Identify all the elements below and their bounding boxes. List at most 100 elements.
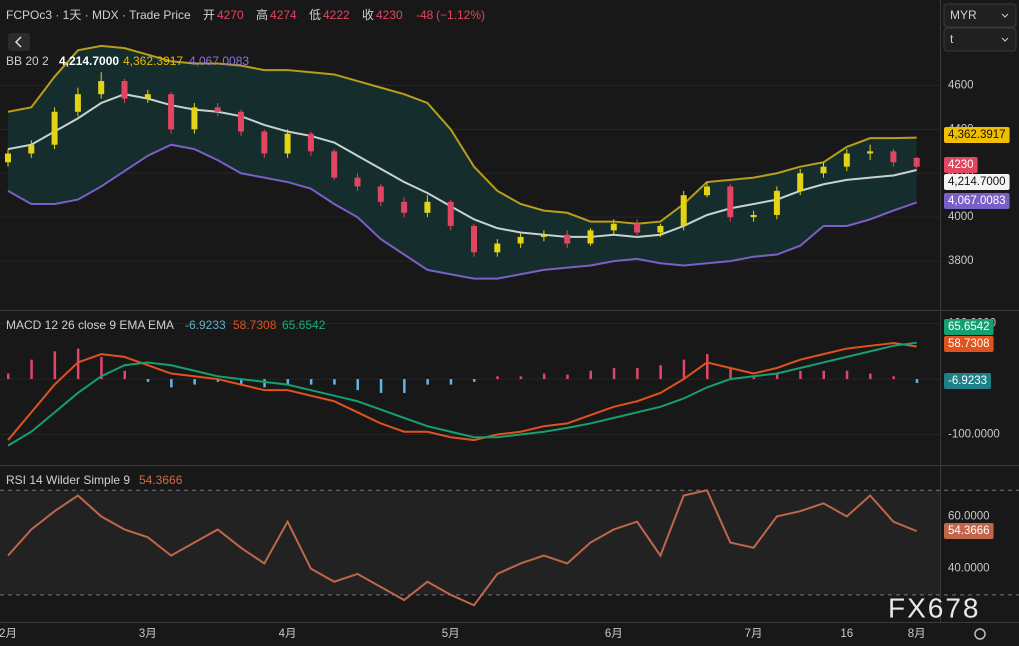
unit: t [950, 32, 954, 46]
candle-body [284, 133, 291, 154]
candle-body [261, 131, 268, 154]
candle-body [331, 151, 338, 178]
candle-body [121, 81, 128, 99]
price-tag-label: 65.6542 [948, 321, 990, 333]
histogram-bar [659, 365, 662, 380]
price-tag-label: -6.9233 [948, 375, 987, 387]
candle-body [564, 234, 571, 244]
currency: MYR [950, 8, 977, 22]
candle-body [191, 107, 198, 130]
histogram-bar [379, 379, 383, 393]
x-tick-label: 5月 [442, 628, 460, 640]
macd-hist-value: -6.9233 [185, 318, 226, 332]
price-tag-label: 54.3666 [948, 525, 990, 537]
unit-select[interactable] [943, 27, 1017, 52]
histogram-bar [449, 379, 453, 385]
candle-body [913, 157, 920, 167]
high-value: 4274 [270, 8, 297, 22]
candle-body [307, 133, 314, 152]
candle-body [28, 144, 35, 154]
candle-body [587, 230, 594, 244]
histogram-bar [7, 373, 10, 380]
candle-body [5, 153, 11, 163]
histogram-bar [53, 351, 57, 380]
high-label: 高 [256, 7, 268, 22]
x-tick-label: 3月 [139, 628, 157, 640]
open-value: 4270 [217, 8, 244, 22]
rsi-line [7, 489, 918, 607]
band-line [7, 143, 918, 280]
price-tag-label: 4230 [948, 159, 974, 171]
candle-body [494, 243, 501, 253]
candle-body [424, 201, 431, 213]
watermark: FX678 [888, 592, 981, 623]
candle-body [144, 94, 151, 99]
histogram-bar [542, 373, 546, 380]
currency-select[interactable] [943, 3, 1017, 28]
x-tick-label: 16 [840, 628, 853, 640]
histogram-bar [286, 379, 290, 385]
candle-body [238, 111, 244, 132]
price-tag-label: 4,214.7000 [948, 176, 1006, 188]
bb-mid-value: 4,214.7000 [59, 54, 119, 68]
histogram-bar [426, 379, 429, 385]
rsi-title: RSI 14 Wilder Simple 9 [6, 473, 130, 487]
histogram-bar [682, 359, 686, 380]
candle-body [447, 201, 454, 226]
histogram-bar [706, 354, 709, 380]
candle-body [74, 94, 81, 112]
histogram-bar [333, 379, 336, 385]
histogram-bar [193, 379, 196, 385]
histogram-bar [216, 379, 220, 382]
candle-body [377, 186, 384, 202]
collapse-button[interactable] [8, 33, 30, 51]
histogram-bar [636, 367, 639, 380]
x-tick-label: 7月 [745, 628, 763, 640]
x-tick-label: 6月 [605, 628, 623, 640]
histogram-bar [519, 376, 523, 380]
histogram-bar [845, 370, 849, 380]
candle-body [540, 234, 547, 237]
signal-value: 65.6542 [282, 318, 326, 332]
candle-body [820, 166, 827, 174]
histogram-bar [403, 379, 406, 393]
candle-body [517, 236, 524, 244]
histogram-bar [612, 367, 616, 380]
price-tag [944, 193, 1010, 209]
histogram-bar [170, 379, 173, 388]
macd-line [7, 341, 917, 447]
x-tick-label: 8月 [908, 628, 926, 640]
macd-value: 58.7308 [233, 318, 277, 332]
y-tick-label: -100.0000 [948, 429, 1000, 441]
bb-lower-value: 4,067.0083 [189, 54, 249, 68]
candle-body [750, 214, 757, 218]
histogram-bar [356, 379, 359, 391]
change-value: -48 [416, 8, 434, 22]
y-tick-label: 3800 [948, 255, 974, 267]
histogram-bar [496, 376, 499, 380]
histogram-bar [100, 356, 103, 380]
band-fill [8, 45, 917, 279]
band-line [7, 44, 917, 225]
x-tick-label: 4月 [279, 628, 297, 640]
candle-body [657, 225, 664, 233]
candle-body [843, 153, 850, 167]
bb-upper-value: 4,362.3917 [123, 54, 183, 68]
rsi-band-fill [0, 490, 940, 595]
histogram-bar [146, 379, 150, 382]
y-tick-label: 60.0000 [948, 510, 990, 522]
macd-line [7, 342, 917, 442]
rsi-value: 54.3666 [139, 473, 183, 487]
histogram-bar [589, 370, 592, 380]
symbol: FCPOc3 · 1天 · MDX · Trade Price [6, 8, 191, 22]
candle-body [401, 201, 408, 213]
y-tick-label: 4000 [948, 211, 974, 223]
candle-body [727, 186, 734, 218]
settings-icon[interactable] [974, 628, 986, 640]
dropdown-icon [1001, 13, 1009, 18]
candle-body [214, 107, 221, 112]
candle-body [354, 177, 361, 187]
price-tag [944, 127, 1010, 143]
band-line [7, 93, 917, 238]
